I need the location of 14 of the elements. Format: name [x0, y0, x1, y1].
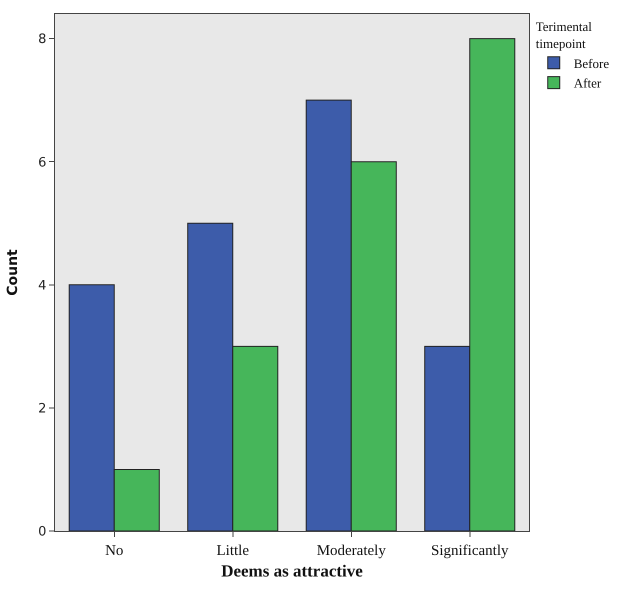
- y-tick-label: 2: [38, 401, 46, 416]
- legend-title: Terimental timepoint: [536, 18, 592, 51]
- y-tick-label: 6: [38, 155, 46, 170]
- x-axis-title: Deems as attractive: [221, 561, 364, 580]
- x-tick-label: Little: [216, 543, 250, 559]
- y-tick-label: 4: [38, 278, 46, 294]
- y-tick-label: 0: [38, 524, 46, 540]
- legend-label: After: [574, 76, 602, 91]
- y-axis-title: Count: [5, 248, 21, 296]
- x-tick-label: Significantly: [431, 543, 509, 559]
- x-tick-label: Moderately: [316, 543, 386, 559]
- x-tick-label: No: [105, 543, 124, 559]
- legend-label: Before: [574, 56, 610, 71]
- y-tick-label: 8: [38, 32, 46, 48]
